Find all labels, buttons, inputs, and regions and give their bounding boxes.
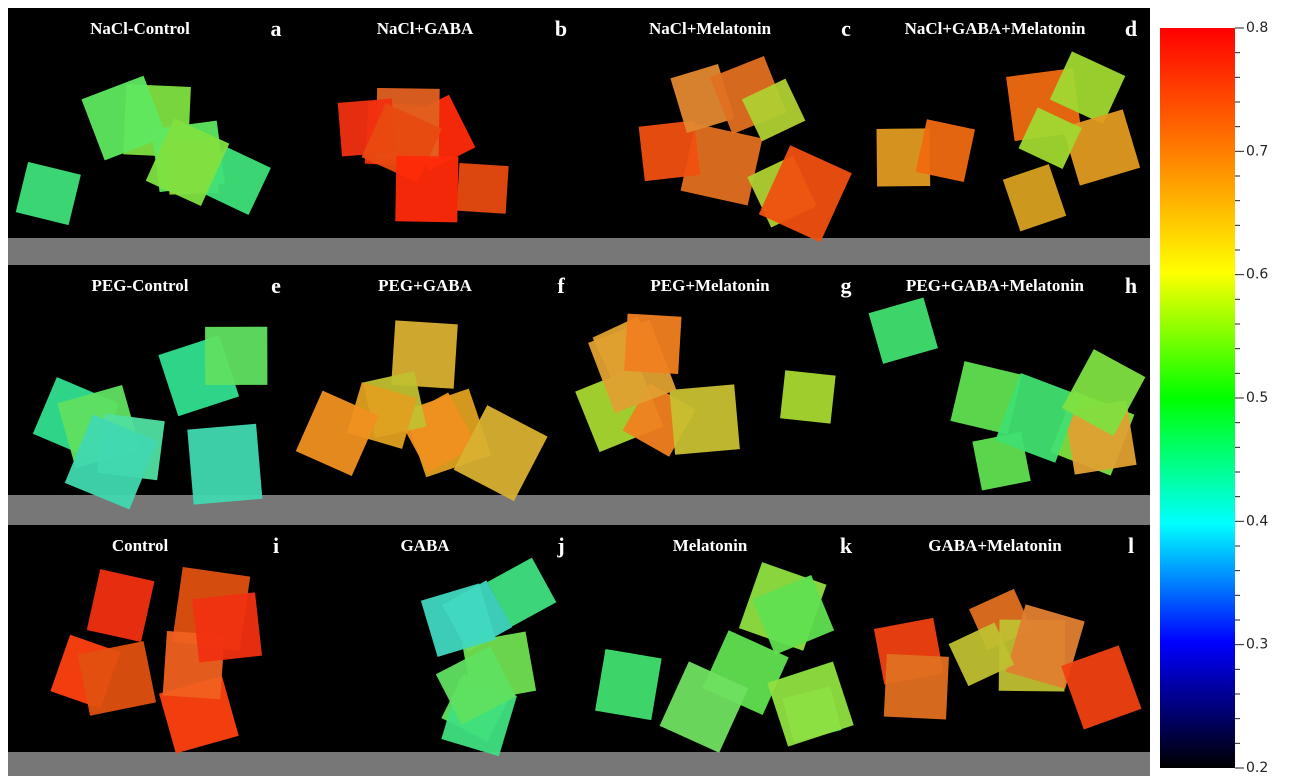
panel-title: NaCl+GABA xyxy=(377,19,474,38)
panel xyxy=(32,326,268,510)
panel-letter: e xyxy=(271,273,281,298)
panel-title: PEG+GABA+Melatonin xyxy=(906,276,1085,295)
leaf-disc xyxy=(876,128,931,187)
panel-letter: c xyxy=(841,16,851,41)
separator xyxy=(8,238,1150,265)
panel xyxy=(638,56,852,243)
panel-letter: l xyxy=(1128,533,1134,558)
panel-title: Control xyxy=(112,536,169,555)
panel-letter: a xyxy=(271,16,282,41)
leaf-disc xyxy=(15,161,81,226)
leaf-disc xyxy=(1061,349,1146,436)
tick-label: 0.7 xyxy=(1246,143,1268,159)
panel xyxy=(876,51,1141,232)
colorbar xyxy=(1160,28,1235,768)
leaf-disc xyxy=(295,390,379,476)
leaf-disc xyxy=(995,372,1081,463)
panel-letter: k xyxy=(840,533,853,558)
panel-title: PEG+GABA xyxy=(378,276,472,295)
panel-title: NaCl+GABA+Melatonin xyxy=(905,19,1086,38)
separator xyxy=(8,752,1150,776)
panel xyxy=(873,588,1142,730)
tick-label: 0.3 xyxy=(1246,637,1268,653)
leaf-disc xyxy=(1061,645,1142,730)
panel xyxy=(295,320,548,502)
tick-label: 0.4 xyxy=(1246,513,1268,529)
panel-title: NaCl-Control xyxy=(90,19,190,38)
panel xyxy=(420,557,557,757)
leaf-disc xyxy=(1002,164,1067,232)
panel xyxy=(337,87,509,223)
leaf-disc xyxy=(395,155,459,223)
tick-label: 0.8 xyxy=(1246,20,1268,36)
leaf-disc xyxy=(950,361,1022,435)
leaf-disc xyxy=(205,326,268,386)
leaf-disc xyxy=(435,646,517,725)
panel xyxy=(50,566,262,754)
leaf-disc xyxy=(64,414,158,510)
tick-label: 0.2 xyxy=(1246,760,1268,776)
panel-letter: b xyxy=(555,16,567,41)
leaf-disc xyxy=(77,641,157,716)
leaf-disc xyxy=(638,120,701,182)
panel-letter: d xyxy=(1125,16,1137,41)
leaf-disc xyxy=(420,583,496,657)
leaf-disc xyxy=(752,575,835,655)
leaf-disc xyxy=(1062,109,1141,186)
panel-title: Melatonin xyxy=(673,536,748,555)
panel xyxy=(15,75,271,226)
leaf-disc xyxy=(883,653,949,720)
leaf-disc xyxy=(741,78,806,142)
leaf-disc xyxy=(758,145,852,243)
leaf-disc xyxy=(487,557,557,627)
panel-letter: j xyxy=(556,533,564,558)
panel-title: PEG-Control xyxy=(92,276,189,295)
panel xyxy=(575,313,836,457)
leaf-disc xyxy=(624,313,682,375)
panel-title: NaCl+Melatonin xyxy=(649,19,772,38)
separator xyxy=(8,495,1150,525)
leaf-disc xyxy=(81,75,167,161)
leaf-disc xyxy=(669,384,740,455)
panel-letter: g xyxy=(841,273,852,298)
leaf-disc xyxy=(680,123,763,206)
panel-title: PEG+Melatonin xyxy=(650,276,770,295)
leaf-disc xyxy=(456,162,509,214)
leaf-disc xyxy=(868,297,938,364)
leaf-disc xyxy=(86,569,155,642)
tick-label: 0.6 xyxy=(1246,267,1268,283)
leaf-disc xyxy=(187,423,263,505)
leaf-disc xyxy=(453,405,548,502)
panel xyxy=(595,562,854,753)
leaf-disc xyxy=(1018,107,1082,169)
leaf-disc xyxy=(145,118,230,206)
leaf-disc xyxy=(948,622,1015,687)
panel-letter: f xyxy=(557,273,565,298)
leaf-disc xyxy=(767,661,854,747)
panel-title: GABA xyxy=(400,536,450,555)
leaf-disc xyxy=(595,648,662,721)
leaf-disc xyxy=(780,370,836,424)
panel-letter: h xyxy=(1125,273,1137,298)
panel-title: GABA+Melatonin xyxy=(928,536,1062,555)
leaf-disc xyxy=(1049,51,1126,125)
panel-letter: i xyxy=(273,533,279,558)
leaf-disc xyxy=(391,320,458,389)
tick-label: 0.5 xyxy=(1246,390,1268,406)
leaf-disc xyxy=(659,661,749,753)
leaf-disc xyxy=(192,592,262,663)
panel xyxy=(868,297,1146,491)
leaf-disc xyxy=(915,119,975,182)
